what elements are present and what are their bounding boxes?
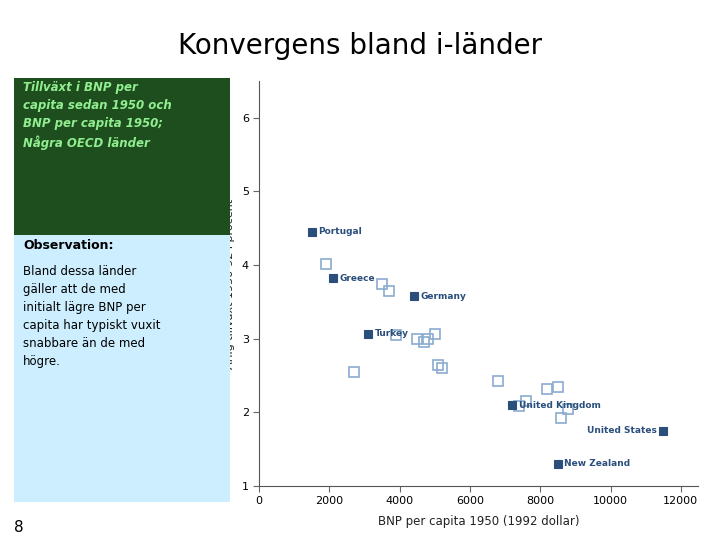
Text: United Kingdom: United Kingdom <box>518 401 600 409</box>
Text: Greece: Greece <box>339 274 375 283</box>
Text: Konvergens bland i-länder: Konvergens bland i-länder <box>178 32 542 60</box>
X-axis label: BNP per capita 1950 (1992 dollar): BNP per capita 1950 (1992 dollar) <box>378 515 580 528</box>
Text: Observation:: Observation: <box>23 239 114 252</box>
Y-axis label: Årlig tillväxt 1950-92 i procent: Årlig tillväxt 1950-92 i procent <box>222 198 235 369</box>
Text: Portugal: Portugal <box>318 227 362 237</box>
Text: Germany: Germany <box>420 292 466 301</box>
Text: Bland dessa länder
gäller att de med
initialt lägre BNP per
capita har typiskt v: Bland dessa länder gäller att de med ini… <box>23 265 161 368</box>
Text: New Zealand: New Zealand <box>564 460 630 468</box>
Text: Turkey: Turkey <box>374 329 408 338</box>
Text: United States: United States <box>587 426 657 435</box>
Text: Tillväxt i BNP per
capita sedan 1950 och
BNP per capita 1950;
Några OECD länder: Tillväxt i BNP per capita sedan 1950 och… <box>23 81 172 150</box>
Text: 8: 8 <box>14 519 24 535</box>
